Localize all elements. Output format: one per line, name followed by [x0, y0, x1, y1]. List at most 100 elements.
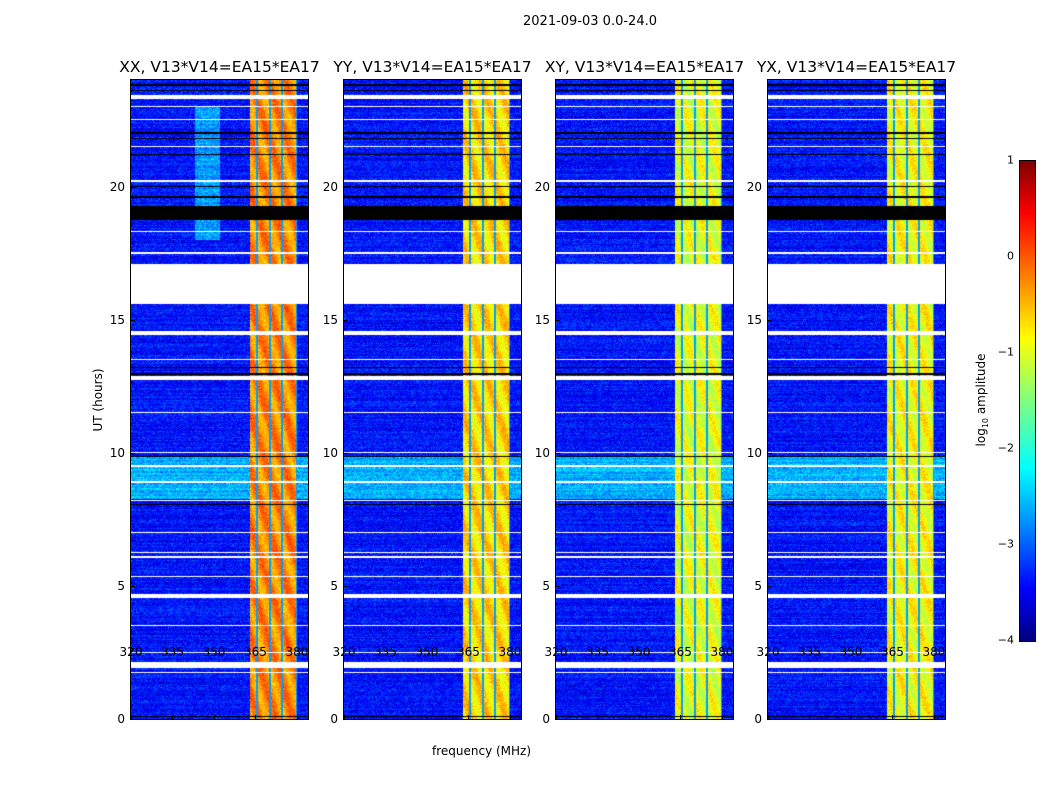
- x-tick-mark: [556, 715, 557, 719]
- panel-title: YY, V13*V14=EA15*EA17: [333, 58, 532, 76]
- y-tick-mark: [768, 719, 772, 720]
- y-tick-label: 15: [322, 312, 338, 327]
- x-tick-mark: [131, 715, 132, 719]
- colorbar-tick-label: −4: [997, 633, 1014, 647]
- y-tick-label: 20: [322, 179, 338, 194]
- y-tick-mark: [344, 585, 348, 587]
- x-tick-label: 365: [244, 645, 267, 659]
- x-axis-label: frequency (MHz): [432, 744, 532, 758]
- x-tick-mark: [426, 715, 428, 719]
- y-tick-mark: [344, 452, 348, 454]
- y-tick-mark: [768, 186, 772, 188]
- x-tick-label: 320: [332, 645, 356, 659]
- y-tick-label: 5: [754, 578, 762, 593]
- x-tick-label: 350: [627, 645, 651, 659]
- x-tick-label: 365: [669, 645, 692, 659]
- x-tick-label: 335: [586, 645, 609, 659]
- x-tick-label: 365: [881, 645, 904, 659]
- x-tick-label: 350: [415, 645, 439, 659]
- y-tick-mark: [556, 319, 560, 321]
- colorbar: [1019, 160, 1036, 642]
- y-tick-mark: [556, 186, 560, 188]
- colorbar-tick-label: −2: [997, 441, 1014, 455]
- y-tick-mark: [344, 719, 348, 720]
- x-tick-mark: [509, 715, 511, 719]
- y-tick-label: 20: [109, 179, 125, 194]
- x-tick-mark: [850, 715, 852, 719]
- y-tick-label: 0: [542, 712, 550, 726]
- heatmap-panel: [130, 79, 309, 720]
- x-tick-label: 320: [119, 645, 143, 659]
- y-tick-mark: [131, 585, 135, 587]
- colorbar-tick-label: 1: [1007, 153, 1014, 167]
- x-tick-mark: [597, 715, 599, 719]
- x-tick-mark: [296, 715, 298, 719]
- heatmap-canvas: [556, 80, 733, 719]
- x-tick-mark: [385, 715, 387, 719]
- colorbar-tick-label: 0: [1007, 249, 1014, 263]
- x-tick-label: 365: [457, 645, 480, 659]
- x-tick-mark: [933, 715, 935, 719]
- y-tick-label: 10: [534, 445, 550, 460]
- y-tick-mark: [556, 585, 560, 587]
- y-tick-mark: [131, 452, 135, 454]
- x-tick-mark: [721, 715, 723, 719]
- x-tick-label: 350: [202, 645, 226, 659]
- y-tick-label: 5: [542, 578, 550, 593]
- x-tick-label: 335: [798, 645, 821, 659]
- x-tick-mark: [638, 715, 640, 719]
- heatmap-canvas: [768, 80, 945, 719]
- heatmap-canvas: [131, 80, 308, 719]
- y-tick-mark: [131, 319, 135, 321]
- y-tick-mark: [556, 452, 560, 454]
- y-tick-label: 10: [109, 445, 125, 460]
- y-tick-label: 20: [534, 179, 550, 194]
- x-tick-label: 380: [285, 645, 309, 659]
- x-tick-label: 320: [756, 645, 780, 659]
- y-tick-mark: [556, 719, 560, 720]
- y-tick-mark: [344, 319, 348, 321]
- y-tick-label: 5: [117, 578, 125, 593]
- y-tick-mark: [768, 319, 772, 321]
- panel-title: YX, V13*V14=EA15*EA17: [756, 58, 957, 76]
- x-tick-mark: [255, 715, 257, 719]
- x-tick-mark: [213, 715, 215, 719]
- x-tick-mark: [344, 715, 345, 719]
- panel-title: XY, V13*V14=EA15*EA17: [544, 58, 745, 76]
- x-tick-mark: [172, 715, 174, 719]
- y-tick-label: 15: [534, 312, 550, 327]
- x-tick-mark: [892, 715, 894, 719]
- y-tick-label: 10: [746, 445, 762, 460]
- x-tick-label: 380: [498, 645, 522, 659]
- y-tick-mark: [768, 585, 772, 587]
- y-tick-mark: [131, 719, 135, 720]
- heatmap-panel: [555, 79, 734, 720]
- heatmap-panel: [343, 79, 522, 720]
- x-tick-mark: [768, 715, 769, 719]
- x-tick-label: 350: [839, 645, 863, 659]
- x-tick-mark: [468, 715, 470, 719]
- heatmap-panel: [767, 79, 946, 720]
- x-tick-label: 335: [161, 645, 184, 659]
- y-tick-label: 20: [746, 179, 762, 194]
- colorbar-tick-label: −1: [997, 345, 1014, 359]
- x-tick-label: 335: [374, 645, 397, 659]
- y-tick-label: 10: [322, 445, 338, 460]
- heatmap-canvas: [344, 80, 521, 719]
- y-tick-label: 0: [117, 712, 125, 726]
- x-tick-label: 320: [544, 645, 568, 659]
- colorbar-label: log10 amplitude: [973, 353, 991, 447]
- y-tick-label: 5: [330, 578, 338, 593]
- y-tick-label: 0: [754, 712, 762, 726]
- x-tick-label: 380: [710, 645, 734, 659]
- colorbar-tick-label: −3: [997, 537, 1014, 551]
- y-tick-label: 0: [330, 712, 338, 726]
- y-axis-label: UT (hours): [91, 368, 105, 432]
- x-tick-label: 380: [922, 645, 946, 659]
- y-tick-label: 15: [109, 312, 125, 327]
- y-tick-mark: [768, 452, 772, 454]
- x-tick-mark: [809, 715, 811, 719]
- panel-title: XX, V13*V14=EA15*EA17: [119, 58, 320, 76]
- figure-title: 2021-09-03 0.0-24.0: [523, 14, 657, 29]
